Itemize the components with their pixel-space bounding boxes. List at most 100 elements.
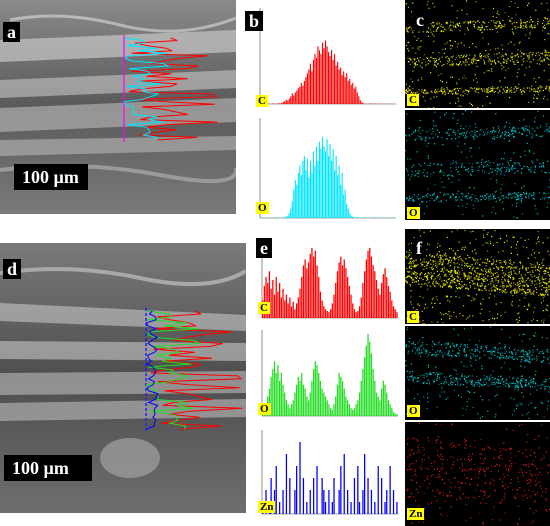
- carbon-scan-b-bar: [331, 50, 333, 104]
- carbon-scan-e-bar: [375, 280, 378, 318]
- carbon-scan-e-bar: [379, 294, 381, 318]
- carbon-scan-b-bar: [302, 85, 304, 104]
- scale-bar-bottom: 100 µm: [4, 455, 92, 481]
- carbon-scan-b-bar: [353, 88, 355, 104]
- carbon-scan-e-bar: [282, 288, 284, 318]
- oxygen-scan-e-bar: [360, 380, 362, 416]
- carbon-scan-b-bar: [309, 63, 311, 104]
- carbon-scan-b-bar: [281, 102, 283, 104]
- oxygen-scan-b-bar: [337, 175, 339, 218]
- carbon-scan-e-bar: [285, 294, 288, 318]
- oxygen-scan-b-bar: [329, 144, 331, 218]
- carbon-scan-e-bar: [364, 271, 366, 318]
- oxygen-scan-e-bar: [396, 414, 398, 416]
- oxygen-scan-b-bar: [305, 170, 307, 218]
- zinc-scan-e-bar: [299, 442, 301, 514]
- oxygen-scan-e-bar: [287, 404, 289, 416]
- carbon-scan-e-bar: [289, 297, 291, 318]
- oxygen-scan-b-bar: [317, 160, 319, 218]
- carbon-scan-e-bar: [392, 306, 395, 318]
- carbon-scan-e-bar: [389, 291, 391, 318]
- oxygen-scan-e-bar: [268, 388, 271, 416]
- oxygen-scan-b-bar: [318, 141, 321, 218]
- oxygen-scan-e-bar: [386, 392, 388, 416]
- carbon-scan-e-bar: [316, 265, 318, 318]
- eds-map-zn-bottom: [405, 422, 550, 526]
- map-f3-dots: [405, 422, 550, 526]
- oxygen-scan-b-bar: [331, 160, 333, 218]
- zinc-scan-e-bar: [285, 454, 288, 514]
- oxygen-scan-e-bar: [280, 373, 282, 416]
- oxygen-scan-b-bar: [302, 160, 304, 218]
- carbon-scan-e-bar: [313, 256, 315, 318]
- eds-map-carbon-c: [405, 0, 550, 108]
- element-label-o-f: O: [407, 405, 420, 417]
- carbon-scan-e-bar: [321, 300, 323, 318]
- carbon-scan-e-bar: [355, 312, 357, 318]
- panel-label-c: c: [412, 10, 428, 30]
- eds-map-carbon-f: [405, 229, 550, 324]
- carbon-scan-e-bar: [343, 259, 345, 318]
- carbon-scan-e-bar: [311, 247, 313, 318]
- oxygen-scan-b-bar: [340, 184, 342, 218]
- carbon-scan-e-bar: [367, 250, 369, 318]
- carbon-scan-e-bar: [314, 250, 316, 318]
- carbon-scan-e-bar: [306, 268, 308, 318]
- oxygen-scan-e-bar: [358, 392, 361, 416]
- oxygen-scan-b-bar: [332, 148, 334, 218]
- zinc-scan-e-bar: [362, 490, 364, 514]
- carbon-scan-e-bar: [301, 277, 303, 318]
- carbon-scan-e-bar: [268, 271, 271, 318]
- carbon-scan-e-bar: [319, 291, 322, 318]
- panel-label-e: e: [256, 238, 272, 258]
- carbon-scan-e-bar: [272, 280, 274, 318]
- carbon-scan-b-bar: [317, 46, 319, 104]
- oxygen-scan-e-bar: [372, 369, 374, 416]
- oxygen-scan-b-bar: [306, 158, 308, 218]
- oxygen-scan-b-bar: [303, 156, 305, 218]
- oxygen-scan-b-bar: [347, 208, 349, 218]
- carbon-scan-b-bar: [332, 59, 334, 104]
- carbon-scan-e-bar: [270, 288, 272, 318]
- oxygen-scan-e-bar: [299, 380, 301, 416]
- oxygen-scan-e-bar: [284, 392, 286, 416]
- carbon-scan-e-bar: [333, 294, 335, 318]
- zinc-scan-e-bar: [353, 478, 356, 514]
- zinc-scan-e-bar: [343, 454, 345, 514]
- oxygen-scan-e-bar: [307, 400, 310, 416]
- oxygen-scan-e-bar: [333, 404, 335, 416]
- oxygen-scan-b-bar: [309, 160, 311, 218]
- eds-map-zinc-f: [405, 422, 550, 526]
- zinc-scan-e-bar: [364, 454, 366, 514]
- zinc-scan-e-bar: [358, 502, 361, 514]
- carbon-scan-e-bar: [309, 253, 311, 318]
- carbon-scan-e-bar: [307, 262, 310, 318]
- carbon-scan-b-bar: [347, 80, 349, 104]
- zinc-scan-e-bar: [289, 478, 291, 514]
- map-f1-dots: [405, 229, 550, 324]
- oxygen-scan-e-bar: [355, 404, 357, 416]
- oxygen-scan-e-bar: [375, 392, 378, 416]
- carbon-scan-e-bar: [330, 309, 332, 318]
- oxygen-scan-e-bar: [365, 345, 367, 416]
- carbon-scan-b-bar: [337, 61, 339, 104]
- oxygen-scan-e-bar: [353, 408, 356, 416]
- zinc-scan-e-bar: [324, 502, 327, 514]
- oxygen-scan-b-bar: [350, 215, 352, 218]
- carbon-scan-b-bar: [287, 100, 289, 104]
- linescan-chart-e: [250, 236, 405, 521]
- carbon-scan-b-bar: [296, 90, 298, 104]
- carbon-scan-e-bar: [358, 306, 361, 318]
- zinc-scan-e-bar: [377, 466, 379, 514]
- carbon-scan-b-bar: [343, 71, 345, 104]
- overlay-trace: [145, 310, 202, 430]
- oxygen-scan-e-bar: [382, 380, 384, 416]
- zinc-scan-e-bar: [392, 490, 395, 514]
- carbon-scan-e-bar: [297, 297, 299, 318]
- carbon-scan-e-bar: [338, 262, 340, 318]
- oxygen-scan-b-bar: [299, 165, 301, 218]
- carbon-scan-e-bar: [372, 265, 374, 318]
- panel-label-d: d: [3, 259, 22, 279]
- carbon-scan-b-bar: [352, 82, 354, 104]
- oxygen-scan-e-bar: [285, 400, 288, 416]
